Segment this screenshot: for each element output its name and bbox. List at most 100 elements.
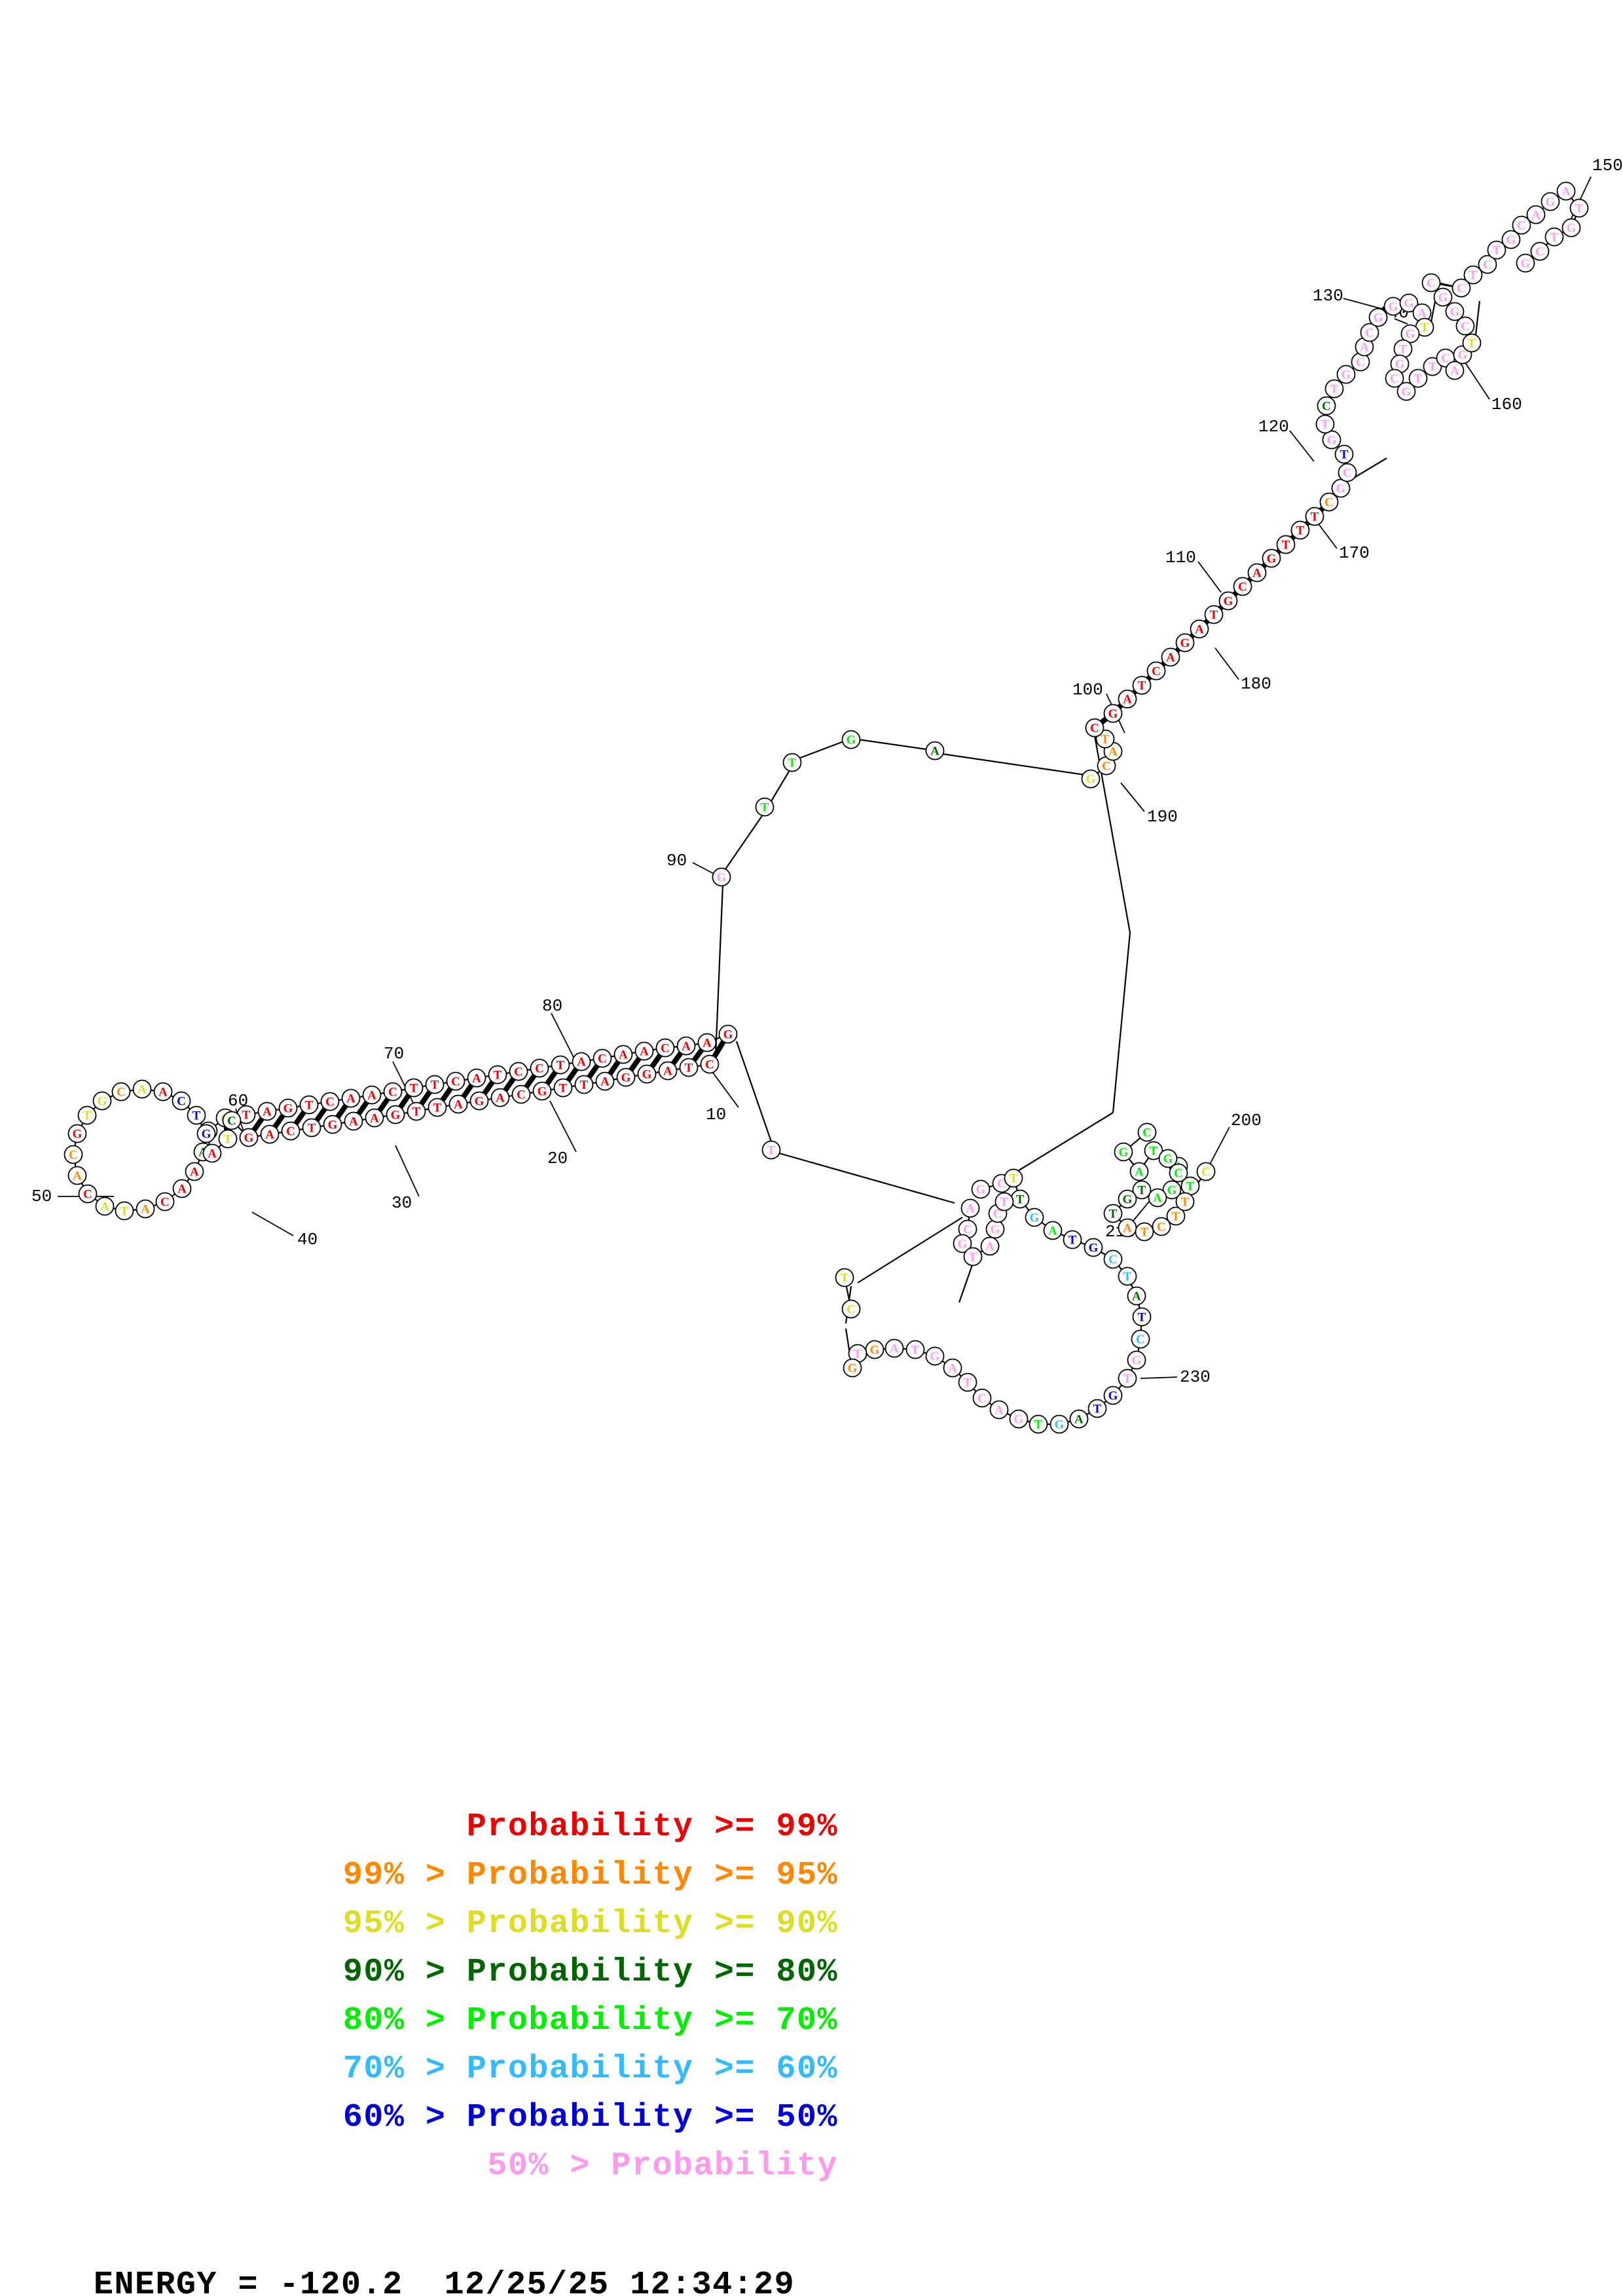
base-node[interactable]: T xyxy=(1423,357,1442,376)
base-node[interactable]: A xyxy=(132,1079,152,1099)
base-node[interactable]: C xyxy=(1103,1249,1123,1269)
base-node[interactable]: T xyxy=(1544,227,1564,247)
base-node[interactable]: T xyxy=(1132,1307,1152,1327)
base-node[interactable]: A xyxy=(362,1085,382,1105)
base-node[interactable]: C xyxy=(446,1071,465,1091)
base-node[interactable]: T xyxy=(407,1102,426,1121)
base-node[interactable]: T xyxy=(994,1192,1014,1211)
base-node[interactable]: G xyxy=(843,1358,862,1378)
base-node[interactable]: A xyxy=(172,1179,192,1198)
base-node[interactable]: A xyxy=(989,1400,1009,1420)
base-node[interactable]: G xyxy=(1433,287,1453,307)
base-node[interactable]: T xyxy=(115,1201,134,1221)
base-node[interactable]: G xyxy=(1081,769,1101,789)
base-node[interactable]: T xyxy=(1135,1222,1154,1242)
base-node[interactable]: T xyxy=(404,1078,424,1098)
base-node[interactable]: A xyxy=(365,1108,384,1128)
base-node[interactable]: C xyxy=(1169,1163,1188,1183)
base-node[interactable]: A xyxy=(960,1198,980,1218)
base-node[interactable]: C xyxy=(1478,255,1497,274)
base-node[interactable]: C xyxy=(1451,278,1471,298)
base-node[interactable]: C xyxy=(972,1388,992,1408)
base-node[interactable]: A xyxy=(1129,1162,1149,1181)
base-node[interactable]: C xyxy=(78,1184,98,1204)
base-node[interactable]: C xyxy=(593,1049,612,1068)
base-node[interactable]: G xyxy=(712,867,731,887)
base-node[interactable]: C xyxy=(1455,316,1475,336)
base-node[interactable]: A xyxy=(884,1338,904,1358)
base-node[interactable]: C xyxy=(383,1082,403,1102)
base-node[interactable]: G xyxy=(1175,633,1195,653)
base-node[interactable]: C xyxy=(530,1058,549,1078)
base-node[interactable]: A xyxy=(136,1199,155,1219)
base-node[interactable]: T xyxy=(1408,368,1428,388)
base-node[interactable]: A xyxy=(95,1196,115,1216)
base-node[interactable]: T xyxy=(551,1055,570,1075)
base-node[interactable]: T xyxy=(1204,605,1224,624)
base-node[interactable]: T xyxy=(1118,1369,1137,1388)
base-node[interactable]: C xyxy=(1319,492,1339,512)
base-node[interactable]: G xyxy=(469,1091,489,1111)
base-node[interactable]: A xyxy=(185,1162,204,1181)
base-node[interactable]: G xyxy=(1516,253,1535,273)
base-node[interactable]: T xyxy=(963,1247,983,1266)
base-node[interactable]: C xyxy=(511,1085,531,1104)
base-node[interactable]: C xyxy=(1385,368,1404,388)
base-node[interactable]: G xyxy=(1114,1142,1133,1162)
base-node[interactable]: G xyxy=(1049,1414,1069,1434)
base-node[interactable]: A xyxy=(260,1124,280,1144)
base-node[interactable]: C xyxy=(1131,1329,1150,1349)
base-node[interactable]: T xyxy=(755,797,775,817)
base-node[interactable]: G xyxy=(985,1219,1005,1239)
base-node[interactable]: G xyxy=(196,1124,216,1143)
base-node[interactable]: G xyxy=(925,1346,945,1366)
base-node[interactable]: A xyxy=(1127,1286,1146,1306)
base-node[interactable]: A xyxy=(341,1088,361,1108)
base-node[interactable]: C xyxy=(655,1038,675,1058)
base-node[interactable]: T xyxy=(1132,675,1152,695)
base-node[interactable]: G xyxy=(1103,1386,1123,1405)
base-node[interactable]: T xyxy=(1305,507,1324,526)
base-node[interactable]: T xyxy=(1175,1192,1195,1211)
base-node[interactable]: G xyxy=(1383,296,1403,316)
base-node[interactable]: C xyxy=(64,1145,83,1164)
base-node[interactable]: A xyxy=(1148,1188,1167,1208)
base-node[interactable]: T xyxy=(302,1118,321,1138)
base-node[interactable]: A xyxy=(1069,1409,1089,1429)
base-node[interactable]: T xyxy=(187,1105,206,1125)
base-node[interactable]: G xyxy=(1445,302,1465,321)
base-node[interactable]: T xyxy=(574,1075,594,1094)
base-node[interactable]: G xyxy=(1103,704,1123,723)
base-node[interactable]: C xyxy=(1317,396,1336,416)
base-node[interactable]: A xyxy=(943,1358,962,1378)
base-node[interactable]: G xyxy=(971,1179,991,1199)
base-node[interactable]: T xyxy=(1487,240,1506,260)
base-node[interactable]: A xyxy=(634,1041,654,1061)
base-node[interactable]: T xyxy=(425,1075,445,1094)
base-node[interactable]: C xyxy=(1085,718,1104,738)
base-node[interactable]: G xyxy=(953,1234,972,1253)
base-node[interactable]: G xyxy=(1399,293,1419,313)
base-node[interactable]: T xyxy=(488,1065,507,1085)
base-node[interactable]: G xyxy=(1396,382,1416,401)
base-node[interactable]: G xyxy=(637,1064,657,1084)
base-node[interactable]: T xyxy=(1010,1189,1030,1209)
base-node[interactable]: A xyxy=(467,1068,486,1088)
base-node[interactable]: G xyxy=(1541,192,1560,211)
base-node[interactable]: G xyxy=(841,730,861,749)
base-node[interactable]: A xyxy=(153,1082,173,1102)
base-node[interactable]: T xyxy=(835,1268,854,1287)
base-node[interactable]: A xyxy=(1161,647,1180,667)
base-node[interactable]: G xyxy=(386,1105,405,1124)
base-node[interactable]: T xyxy=(1087,1399,1107,1418)
base-node[interactable]: T xyxy=(428,1098,447,1117)
base-node[interactable]: T xyxy=(1118,1266,1137,1286)
base-node[interactable]: A xyxy=(1445,361,1465,380)
base-node[interactable]: T xyxy=(77,1105,97,1125)
base-node[interactable]: A xyxy=(1556,181,1576,201)
base-node[interactable]: G xyxy=(532,1081,552,1101)
base-node[interactable]: G xyxy=(1158,1149,1178,1168)
base-node[interactable]: G xyxy=(865,1340,884,1359)
base-node[interactable]: G xyxy=(1400,324,1420,344)
base-node[interactable]: A xyxy=(67,1166,87,1185)
